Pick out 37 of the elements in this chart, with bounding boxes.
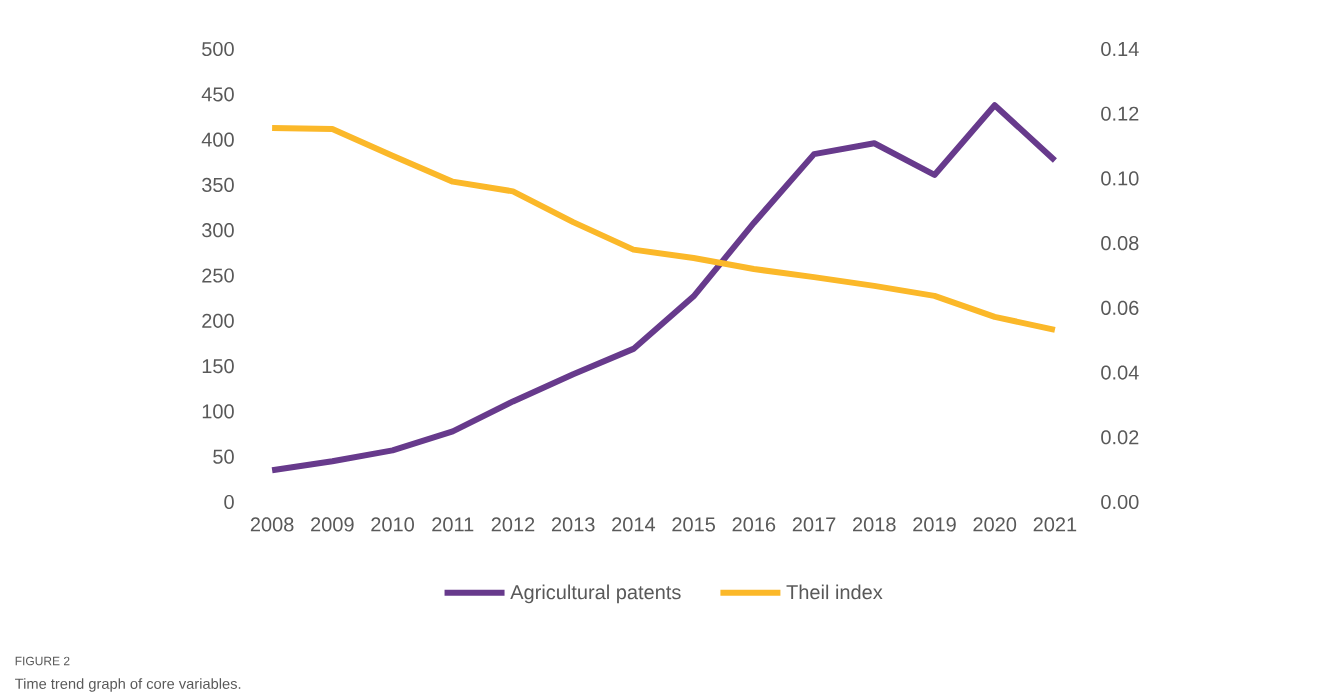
caption: FIGURE 2 (15, 656, 70, 666)
x-tick-label: 2010 (371, 517, 414, 532)
x-tick-label: 2012 (491, 517, 535, 532)
x-tick-label: 2017 (792, 517, 836, 532)
y-tick-label: 150 (202, 359, 234, 374)
y2-tick-label: 0.08 (1101, 236, 1139, 251)
y-tick-label: 0 (224, 494, 234, 510)
y-tick-label: 500 (202, 41, 234, 57)
x-tick-label: 2008 (250, 517, 294, 532)
legend-label: Agricultural patents (510, 584, 681, 604)
x-tick-label: 2020 (973, 517, 1017, 532)
y-tick-label: 200 (202, 313, 234, 328)
x-tick-label: 2016 (732, 517, 776, 532)
y2-tick-label: 0.00 (1101, 494, 1139, 510)
y-tick-label: 450 (201, 87, 234, 102)
y-tick-label: 250 (202, 268, 234, 283)
x-tick-label: 2019 (913, 517, 956, 532)
y-tick-label: 100 (202, 404, 234, 419)
x-tick-label: 2009 (311, 517, 354, 532)
y2-tick-label: 0.14 (1101, 41, 1139, 57)
x-tick-label: 2021 (1033, 517, 1077, 532)
text: Time trend graph of core variables. (15, 678, 241, 692)
y-tick-label: 300 (202, 223, 234, 238)
y-tick-label: 50 (213, 449, 234, 464)
x-tick-label: 2015 (672, 517, 716, 532)
x-tick-label: 2013 (551, 517, 595, 532)
y2-tick-label: 0.02 (1101, 430, 1139, 445)
x-tick-label: 2014 (612, 517, 656, 532)
x-tick-label: 2011 (432, 517, 474, 532)
y2-tick-label: 0.04 (1101, 365, 1139, 380)
legend-label: Theil index (786, 584, 883, 600)
y-tick-label: 400 (201, 132, 234, 147)
y2-tick-label: 0.06 (1101, 300, 1139, 315)
x-tick-label: 2018 (853, 517, 896, 532)
y2-tick-label: 0.12 (1101, 106, 1139, 121)
y2-tick-label: 0.10 (1101, 171, 1139, 186)
y-tick-label: 350 (202, 177, 234, 192)
